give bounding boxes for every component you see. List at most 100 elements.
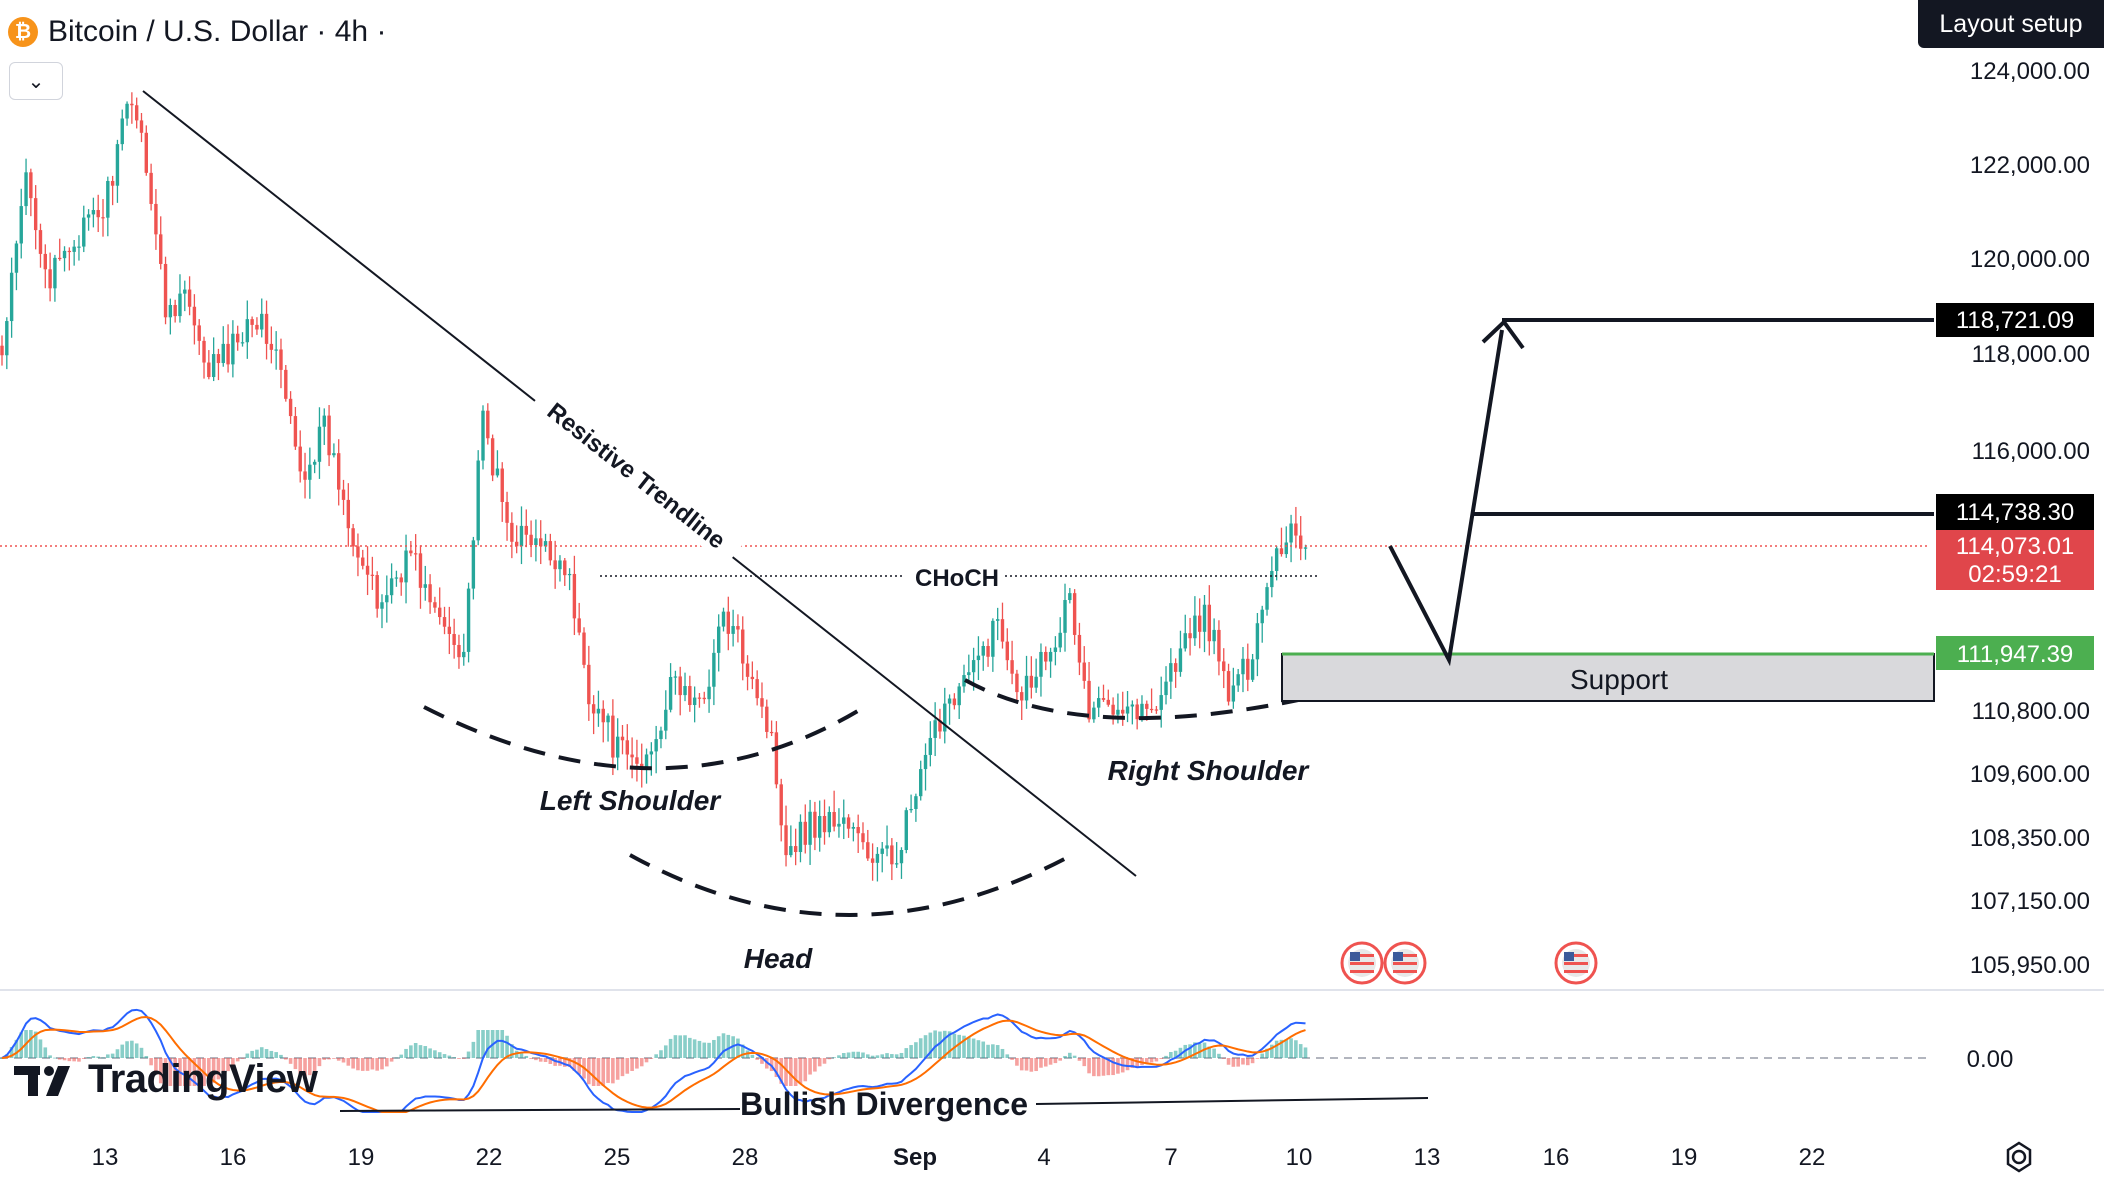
candle-body <box>1279 548 1284 555</box>
macd-histogram-bar <box>740 1044 745 1058</box>
candle-body <box>755 679 759 699</box>
macd-histogram-bar <box>312 1058 317 1073</box>
candle-body <box>1058 632 1062 648</box>
macd-histogram-bar <box>899 1052 904 1058</box>
candle-body <box>1116 709 1120 715</box>
candle-body <box>332 453 336 456</box>
macd-histogram-bar <box>755 1058 759 1060</box>
macd-histogram-bar <box>1289 1038 1293 1058</box>
candle-body <box>880 848 884 854</box>
time-tick-label: 22 <box>1799 1144 1826 1171</box>
macd-histogram-bar <box>1178 1047 1183 1058</box>
candle-body <box>48 269 52 289</box>
macd-histogram-bar <box>1226 1058 1231 1065</box>
candle-body <box>1250 659 1255 680</box>
support-zone[interactable] <box>1281 653 1935 702</box>
target-price-tag <box>1936 303 2094 337</box>
candle-body <box>245 319 250 343</box>
macd-histogram-bar <box>1265 1048 1269 1058</box>
macd-histogram-bar <box>668 1038 673 1058</box>
candle-body <box>197 325 201 341</box>
macd-histogram-bar <box>1260 1053 1265 1058</box>
candle-body <box>312 461 317 465</box>
macd-histogram-bar <box>923 1035 928 1058</box>
macd-histogram-bar <box>1063 1055 1067 1058</box>
candle-body <box>471 540 476 589</box>
candle-body <box>0 345 4 356</box>
candle-body <box>567 573 572 576</box>
resistance-price-tag <box>1936 494 2094 530</box>
price-axis[interactable]: 124,000.00 122,000.00 120,000.00 118,000.00… <box>1970 58 2090 979</box>
candle-body <box>793 846 798 853</box>
candle-body <box>548 541 553 561</box>
macd-histogram-bar <box>957 1034 961 1058</box>
candle-body <box>264 313 269 344</box>
macd-histogram-bar <box>716 1036 721 1058</box>
candle-body <box>211 354 216 378</box>
macd-histogram-bar <box>712 1039 716 1058</box>
macd-histogram-bar <box>909 1045 913 1058</box>
macd-histogram-bar <box>120 1044 125 1058</box>
macd-histogram-bar <box>620 1058 625 1077</box>
collapse-legend-button[interactable]: ⌄ <box>9 62 63 100</box>
tradingview-logo-icon <box>14 1065 70 1096</box>
symbol-header[interactable]: ₿ Bitcoin / U.S. Dollar · 4h · <box>8 10 386 54</box>
gear-icon[interactable] <box>2002 1140 2036 1174</box>
us-flag-icon[interactable] <box>1383 941 1427 985</box>
candle-body <box>38 230 43 254</box>
time-tick-label: 19 <box>1671 1144 1698 1171</box>
candle-body <box>702 697 706 700</box>
macd-histogram-bar <box>601 1058 606 1086</box>
candle-body <box>731 626 735 634</box>
projection-path <box>1388 329 1504 667</box>
us-flag-icon[interactable] <box>1340 941 1384 985</box>
candle-body <box>832 811 836 827</box>
macd-histogram-bar <box>370 1058 375 1070</box>
time-tick-label: 10 <box>1286 1144 1313 1171</box>
candle-body <box>938 720 942 732</box>
macd-histogram-bar <box>861 1052 865 1058</box>
candle-body <box>452 633 456 645</box>
candle-body <box>1106 699 1110 705</box>
candle-body <box>255 324 259 330</box>
macd-histogram-bar <box>519 1053 524 1058</box>
chevron-down-icon: ⌄ <box>27 70 45 93</box>
us-flag-icon[interactable] <box>1554 941 1598 985</box>
macd-histogram-bar <box>1217 1053 1221 1058</box>
candle-body <box>173 304 177 317</box>
candle-body <box>120 118 124 145</box>
candle-body <box>250 319 254 325</box>
candle-body <box>837 823 841 827</box>
candle-body <box>1072 593 1077 635</box>
macd-histogram-bar <box>298 1058 303 1074</box>
candle-body <box>741 629 745 664</box>
bitcoin-icon: ₿ <box>8 17 38 47</box>
macd-histogram-bar <box>1144 1058 1149 1064</box>
macd-histogram-bar <box>399 1054 404 1058</box>
candle-body <box>202 340 206 363</box>
candle-body <box>298 446 302 472</box>
candle-body <box>1092 707 1096 720</box>
candle-body <box>1000 619 1005 642</box>
layout-setup-button[interactable]: Layout setup <box>1918 0 2104 48</box>
macd-histogram-bar <box>9 1047 14 1058</box>
macd-histogram-bar <box>976 1040 981 1058</box>
candle-body <box>1053 647 1058 652</box>
price-tick-label: 116,000.00 <box>1972 438 2090 465</box>
candle-body <box>668 677 673 710</box>
macd-histogram-bar <box>625 1058 630 1074</box>
tradingview-watermark: TradingView <box>14 1057 318 1102</box>
macd-histogram-bar <box>875 1055 880 1058</box>
macd-histogram-bar <box>793 1058 798 1086</box>
candle-body <box>1188 633 1192 639</box>
macd-histogram-bar <box>139 1047 144 1058</box>
candle-body <box>361 557 365 566</box>
macd-histogram-bar <box>279 1054 283 1058</box>
macd-histogram-bar <box>1130 1058 1135 1068</box>
left-shoulder-arc <box>423 704 868 771</box>
time-axis[interactable]: 13 16 19 22 25 28 Sep 4 7 10 13 16 19 22 <box>92 1144 1826 1171</box>
candle-body <box>914 796 918 809</box>
candle-body <box>957 686 961 706</box>
candle-body <box>409 550 413 554</box>
